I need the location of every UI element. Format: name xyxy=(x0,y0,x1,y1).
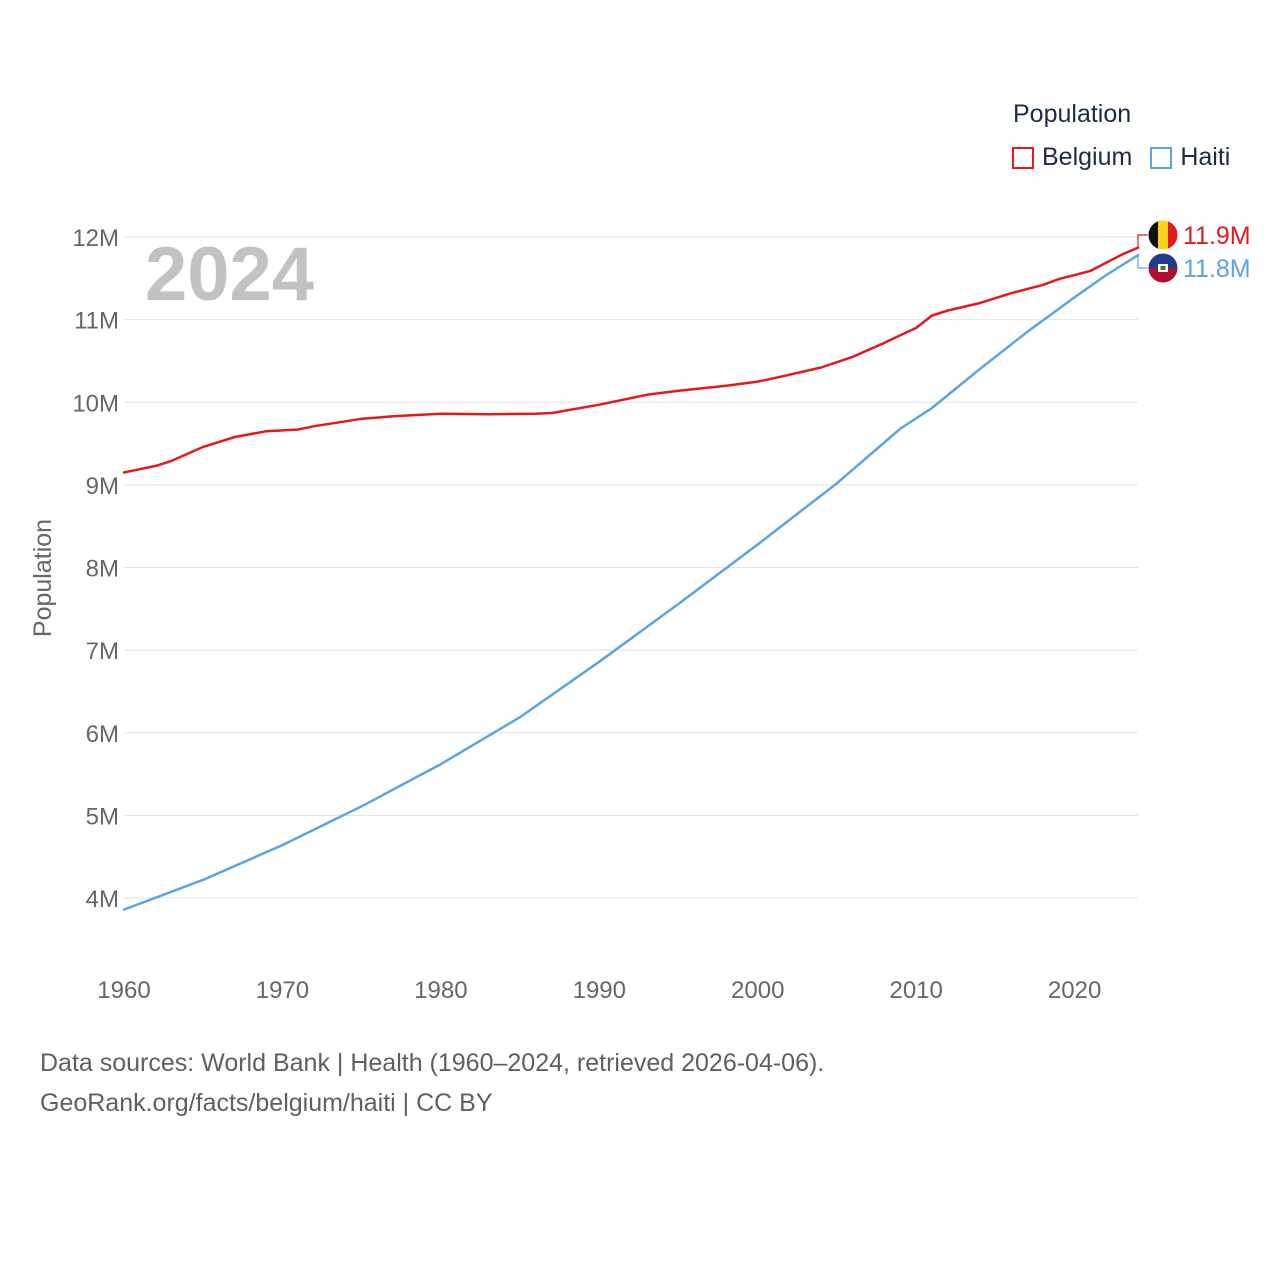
legend-swatch-belgium xyxy=(1012,146,1034,169)
end-connector-haiti xyxy=(1137,255,1150,269)
y-tick-label: 9M xyxy=(86,473,119,500)
legend-swatch-haiti xyxy=(1150,146,1173,169)
end-label-haiti: 11.8M xyxy=(1183,255,1251,283)
series-line-belgium[interactable] xyxy=(122,246,1140,474)
legend: Belgium Haiti xyxy=(1012,143,1248,172)
y-tick-labels: 4M 5M 6M 7M 8M 9M 10M 11M 12M xyxy=(72,225,119,913)
y-tick-label: 6M xyxy=(86,721,119,748)
legend-item-haiti[interactable]: Haiti xyxy=(1150,143,1230,172)
end-label-belgium: 11.9M xyxy=(1183,222,1251,250)
x-tick-label: 1980 xyxy=(414,977,467,1004)
data-sources-text: Data sources: World Bank | Health (1960–… xyxy=(40,1049,825,1077)
x-tick-label: 1990 xyxy=(573,977,626,1004)
big-year-label: 2024 xyxy=(145,232,314,317)
legend-label-belgium: Belgium xyxy=(1042,143,1133,171)
x-tick-labels: 1960 1970 1980 1990 2000 2010 2020 xyxy=(97,977,1101,1004)
x-tick-label: 1970 xyxy=(256,977,309,1004)
end-connector-belgium xyxy=(1137,234,1150,248)
y-tick-label: 11M xyxy=(74,308,119,335)
y-tick-label: 5M xyxy=(86,803,119,830)
y-tick-label: 7M xyxy=(86,638,119,665)
y-axis-label: Population xyxy=(29,519,57,637)
y-tick-label: 4M xyxy=(86,886,119,913)
y-tick-label: 10M xyxy=(72,390,119,417)
haiti-flag-icon xyxy=(1147,252,1179,284)
grid-lines xyxy=(124,236,1138,899)
x-tick-label: 2010 xyxy=(889,977,942,1004)
x-tick-label: 2000 xyxy=(731,977,784,1004)
series-group xyxy=(122,246,1140,911)
y-tick-label: 8M xyxy=(86,556,119,583)
legend-title: Population xyxy=(1013,100,1132,128)
belgium-flag-icon xyxy=(1147,219,1179,251)
end-labels: 11.9M 11.8M xyxy=(1137,219,1251,284)
series-line-haiti[interactable] xyxy=(122,253,1140,911)
y-tick-label: 12M xyxy=(72,225,119,252)
legend-item-belgium[interactable]: Belgium xyxy=(1012,143,1132,172)
x-tick-label: 2020 xyxy=(1048,977,1101,1004)
legend-label-haiti: Haiti xyxy=(1180,143,1231,171)
footer: Data sources: World Bank | Health (1960–… xyxy=(40,1043,824,1123)
x-tick-label: 1960 xyxy=(97,977,150,1004)
credit-text: GeoRank.org/facts/belgium/haiti | CC BY xyxy=(40,1089,493,1117)
